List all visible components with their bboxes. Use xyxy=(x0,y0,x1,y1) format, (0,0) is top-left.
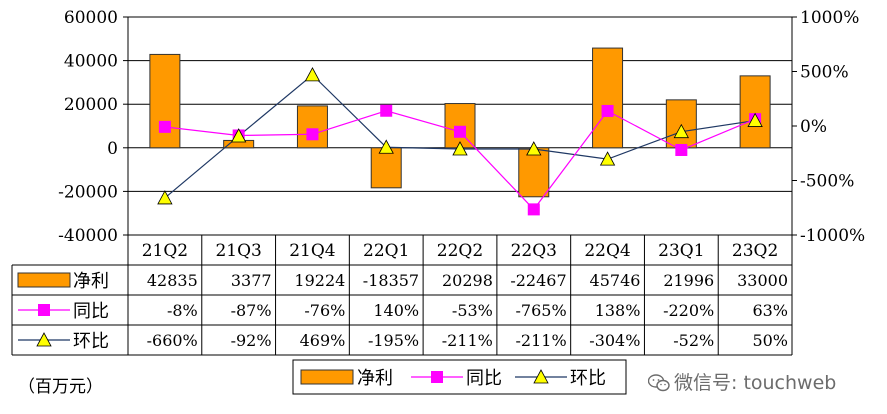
table-cell: 140% xyxy=(373,301,419,320)
right-tick-label: 0% xyxy=(800,117,827,137)
table-key-marker xyxy=(38,304,50,316)
left-tick-label: 60000 xyxy=(64,8,118,28)
table-cell: 21996 xyxy=(663,271,714,290)
marker-qoq xyxy=(304,67,321,82)
table-cell: -220% xyxy=(663,301,714,320)
marker-qoq xyxy=(599,151,616,166)
table-cell: -660% xyxy=(147,331,198,350)
legend-label: 净利 xyxy=(357,368,393,389)
table-cell: 20298 xyxy=(442,271,493,290)
category-label: 22Q4 xyxy=(584,241,630,261)
table-cell: 63% xyxy=(752,301,788,320)
right-tick-label: -1000% xyxy=(800,226,865,246)
category-label: 22Q2 xyxy=(437,241,483,261)
legend-label: 环比 xyxy=(570,368,606,389)
table-cell: -76% xyxy=(304,301,345,320)
watermark: 微信号: touchweb xyxy=(648,368,836,395)
legend-key-marker xyxy=(533,369,549,384)
legend-key-marker xyxy=(431,371,443,383)
left-tick-label: 20000 xyxy=(64,95,118,115)
table-cell: -8% xyxy=(167,301,198,320)
marker-yoy xyxy=(527,203,540,216)
marker-yoy xyxy=(158,120,171,133)
right-tick-label: 500% xyxy=(800,63,849,83)
bar-net-profit xyxy=(592,47,624,149)
wechat-icon xyxy=(648,374,670,392)
marker-yoy xyxy=(380,104,393,117)
category-label: 23Q1 xyxy=(658,241,704,261)
table-series-name: 环比 xyxy=(73,331,109,352)
table-cell: 19224 xyxy=(294,271,345,290)
right-axis: 1000% 500% 0% -500% -1000% xyxy=(792,8,865,246)
marker-yoy xyxy=(454,125,466,138)
marker-yoy xyxy=(675,143,688,156)
data-table: 21Q2 21Q3 21Q4 22Q1 22Q2 22Q3 22Q4 23Q1 23Q2 净利 42… xyxy=(11,234,792,356)
table-cell: -18357 xyxy=(363,271,419,290)
table-cell: -211% xyxy=(516,331,567,350)
category-label: 22Q1 xyxy=(363,241,409,261)
bars-group xyxy=(149,47,771,198)
category-label: 21Q4 xyxy=(289,241,335,261)
category-label: 21Q2 xyxy=(142,241,188,261)
table-cell: 3377 xyxy=(231,271,272,290)
legend-key-bar xyxy=(300,369,354,385)
left-tick-label: 40000 xyxy=(64,52,118,72)
marker-yoy xyxy=(601,104,614,117)
bar-net-profit xyxy=(739,75,771,149)
legend: 净利 同比 环比 xyxy=(292,359,627,395)
table-cell: -304% xyxy=(589,331,640,350)
unit-label: （百万元） xyxy=(18,377,103,397)
left-axis: 60000 40000 20000 0 -20000 -40000 xyxy=(58,8,128,246)
bar-net-profit xyxy=(296,105,328,149)
right-tick-label: -500% xyxy=(800,172,854,192)
marker-qoq xyxy=(526,141,542,156)
marker-yoy xyxy=(306,128,319,141)
table-cell: -87% xyxy=(231,301,272,320)
lines-group xyxy=(157,67,763,216)
left-tick-label: -20000 xyxy=(58,182,118,202)
table-cell: -211% xyxy=(442,331,493,350)
bar-net-profit xyxy=(370,147,402,189)
marker-qoq xyxy=(157,190,173,205)
table-series-name: 同比 xyxy=(73,301,109,322)
table-cell: 138% xyxy=(595,301,641,320)
table-cell: 33000 xyxy=(737,271,788,290)
table-cell: -22467 xyxy=(510,271,566,290)
marker-qoq xyxy=(230,128,247,143)
marker-qoq xyxy=(378,139,394,154)
marker-qoq xyxy=(747,112,763,127)
legend-label: 同比 xyxy=(466,368,502,389)
table-cell: 42835 xyxy=(147,271,198,290)
table-cell: -195% xyxy=(368,331,419,350)
table-cell: -92% xyxy=(231,331,272,350)
left-tick-label: -40000 xyxy=(58,226,118,246)
marker-qoq xyxy=(673,123,690,139)
right-tick-label: 1000% xyxy=(800,8,859,28)
category-label: 21Q3 xyxy=(215,241,261,261)
table-cell: -52% xyxy=(673,331,714,350)
table-key-marker xyxy=(36,332,52,347)
left-tick-label: 0 xyxy=(107,139,118,159)
table-cell: -53% xyxy=(452,301,493,320)
table-key-bar xyxy=(17,272,71,288)
table-cell: 50% xyxy=(752,331,788,350)
table-cell: 45746 xyxy=(590,271,641,290)
category-label: 23Q2 xyxy=(732,241,778,261)
bar-net-profit xyxy=(518,147,550,198)
table-series-name: 净利 xyxy=(73,271,109,292)
table-cell: 469% xyxy=(300,331,346,350)
table-cell: -765% xyxy=(516,301,567,320)
marker-qoq xyxy=(452,141,468,156)
watermark-text: 微信号: touchweb xyxy=(674,372,837,394)
category-label: 22Q3 xyxy=(511,241,557,261)
bar-net-profit xyxy=(149,53,181,149)
